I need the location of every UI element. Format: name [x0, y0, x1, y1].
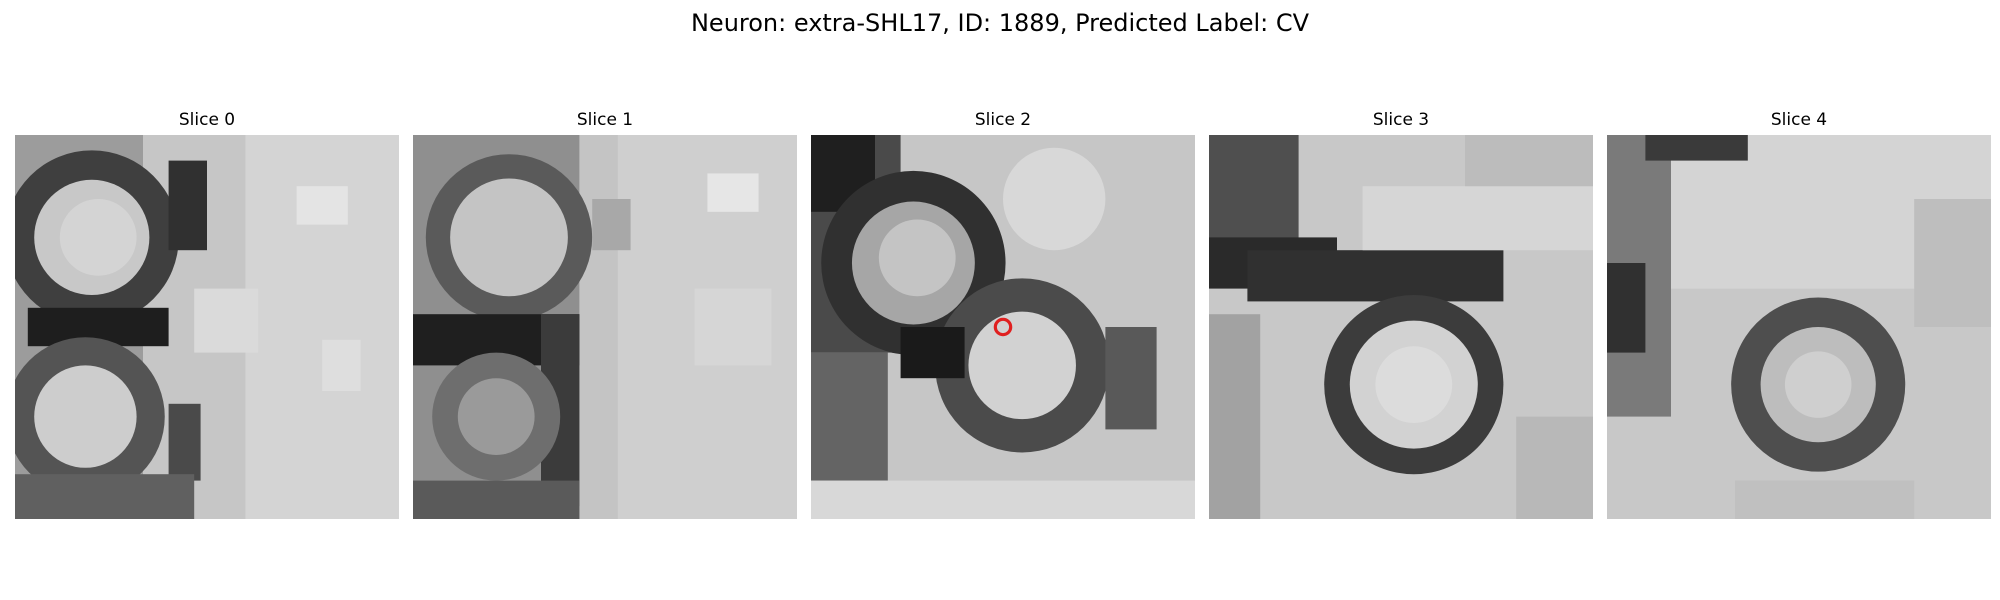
slice-panel-2: Slice 2 — [811, 109, 1195, 519]
em-slice-0-picture — [15, 135, 399, 519]
em-slice-2-picture — [811, 135, 1195, 519]
em-slice-4-picture — [1607, 135, 1991, 519]
slice-panel-4: Slice 4 — [1607, 109, 1991, 519]
slice-image-0 — [15, 135, 399, 519]
slice-image-2 — [811, 135, 1195, 519]
slice-panel-3: Slice 3 — [1209, 109, 1593, 519]
slice-title: Slice 4 — [1770, 110, 1828, 130]
slice-image-4 — [1607, 135, 1991, 519]
slice-title: Slice 3 — [1372, 110, 1430, 130]
red-marker-icon — [993, 317, 1013, 337]
slice-title: Slice 1 — [576, 110, 634, 130]
slice-image-3 — [1209, 135, 1593, 519]
slice-panel-0: Slice 0 — [15, 109, 399, 519]
em-slice-3-picture — [1209, 135, 1593, 519]
slice-title: Slice 2 — [974, 110, 1032, 130]
figure-title: Neuron: extra-SHL17, ID: 1889, Predicted… — [690, 9, 1310, 37]
em-slice-1-picture — [413, 135, 797, 519]
slice-image-1 — [413, 135, 797, 519]
slice-panel-1: Slice 1 — [413, 109, 797, 519]
slice-title: Slice 0 — [178, 110, 236, 130]
